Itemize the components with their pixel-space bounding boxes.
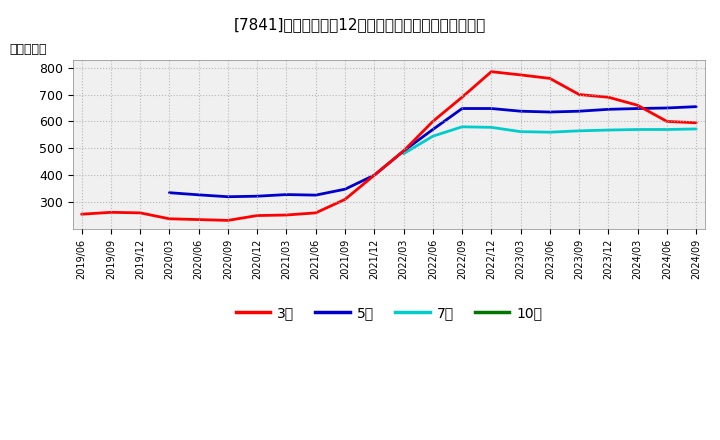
Y-axis label: （百万円）: （百万円） [10,43,48,56]
Text: [7841]　当期純利益12か月移動合計の標準偏差の推移: [7841] 当期純利益12か月移動合計の標準偏差の推移 [234,18,486,33]
Legend: 3年, 5年, 7年, 10年: 3年, 5年, 7年, 10年 [230,301,548,326]
